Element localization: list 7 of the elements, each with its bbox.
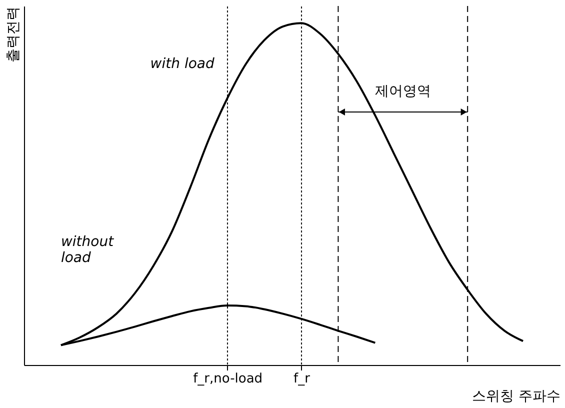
x-axis-title: 스위칭 주파수: [472, 388, 560, 404]
x-tick-label: f_r: [294, 372, 311, 386]
x-tick-label: f_r,no-load: [193, 372, 263, 386]
annotation: with load: [150, 56, 214, 72]
annotation: without load: [60, 234, 114, 266]
y-axis-title: 출력전력: [6, 6, 22, 62]
annotation: 제어영역: [374, 83, 431, 100]
